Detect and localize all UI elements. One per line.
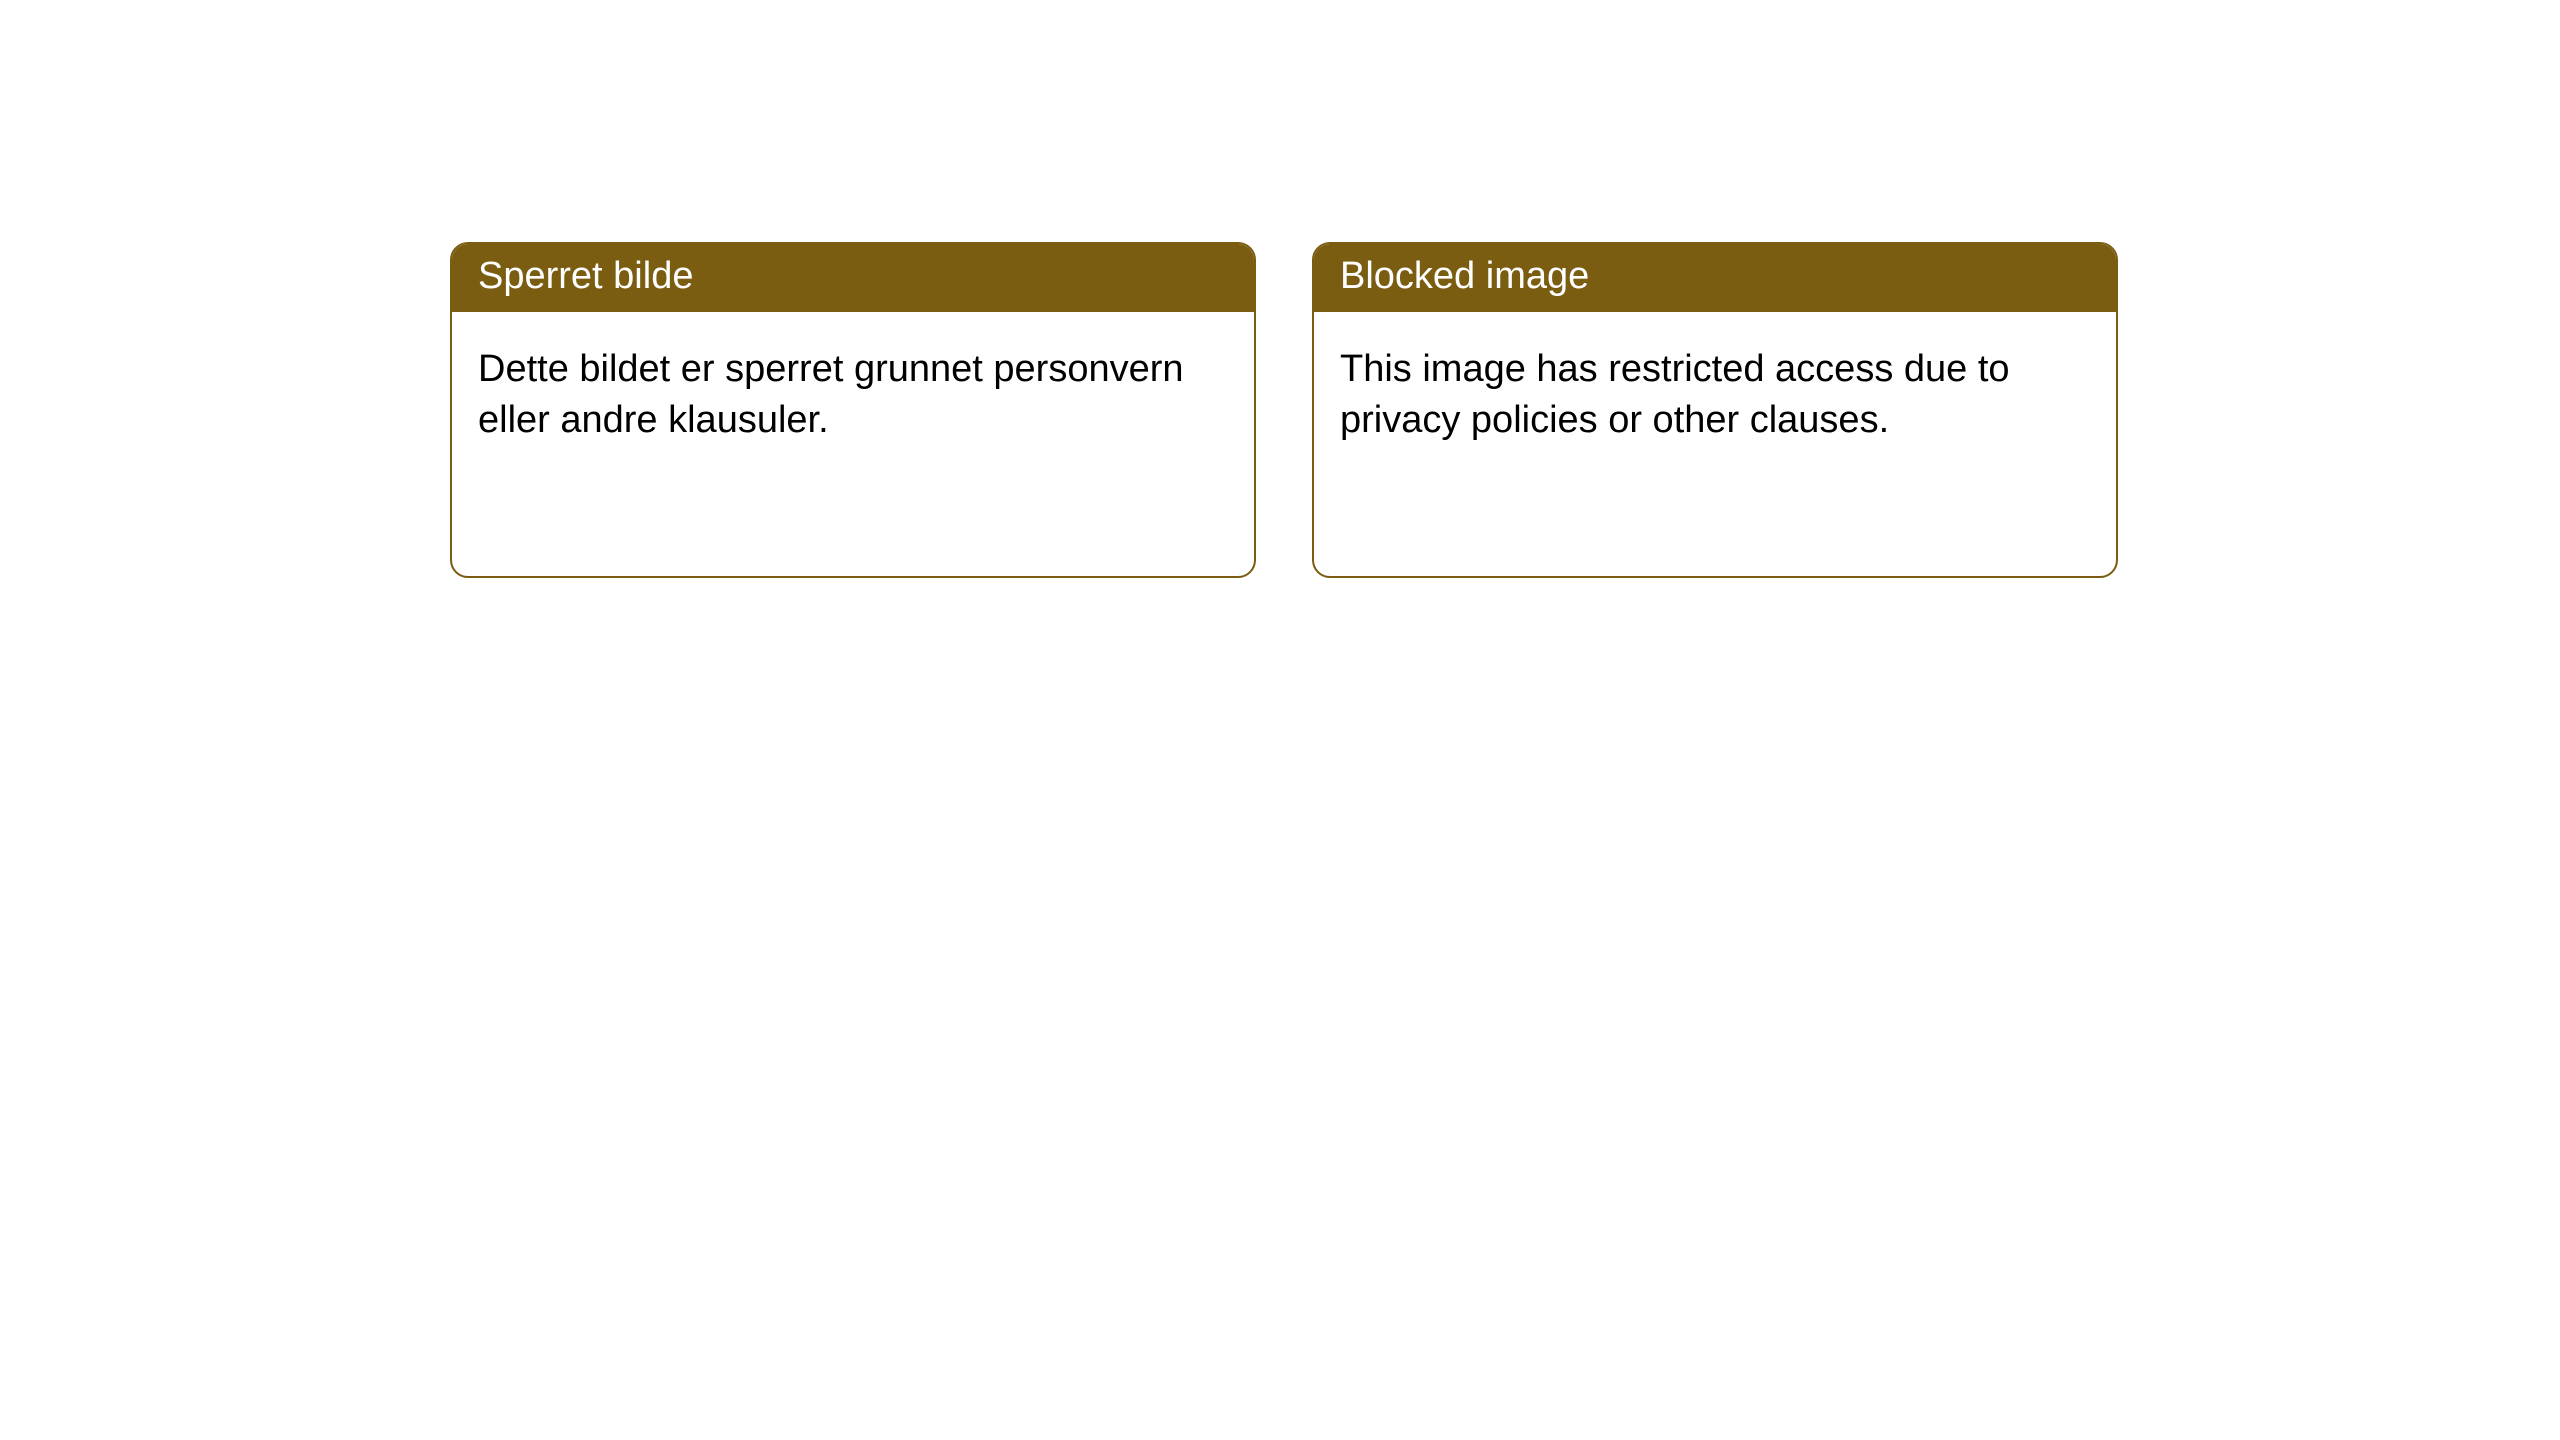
notice-card-body: This image has restricted access due to … [1314, 312, 2116, 473]
notice-card-title: Blocked image [1314, 244, 2116, 312]
notice-card-no: Sperret bilde Dette bildet er sperret gr… [450, 242, 1256, 578]
notice-card-title: Sperret bilde [452, 244, 1254, 312]
notice-card-en: Blocked image This image has restricted … [1312, 242, 2118, 578]
notice-cards-container: Sperret bilde Dette bildet er sperret gr… [0, 0, 2560, 578]
notice-card-body: Dette bildet er sperret grunnet personve… [452, 312, 1254, 473]
